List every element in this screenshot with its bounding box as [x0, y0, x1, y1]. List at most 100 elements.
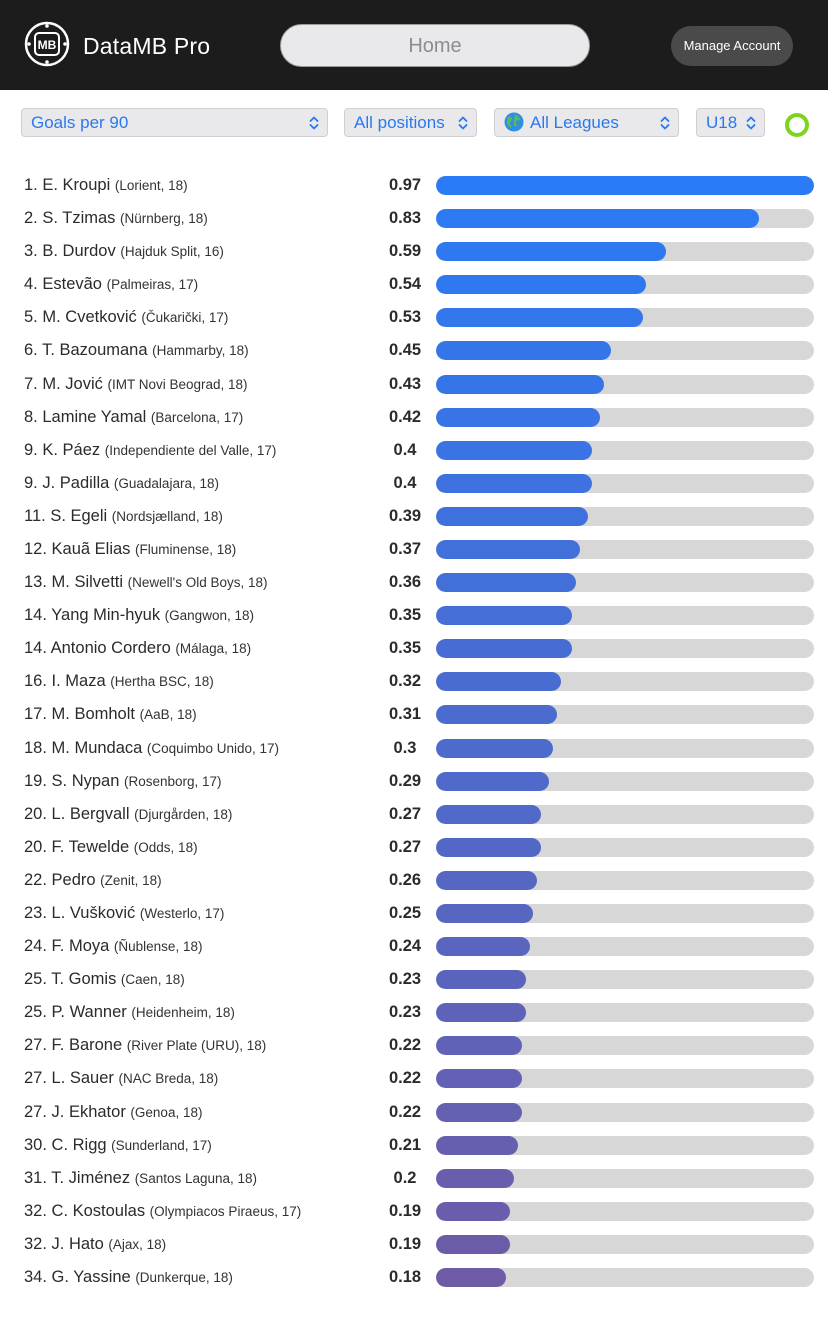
player-row[interactable]: 16. I. Maza (Hertha BSC, 18) 0.32 — [0, 665, 828, 698]
bar-track — [436, 970, 814, 990]
bar-track — [436, 1003, 814, 1023]
data-label: 0.22 — [388, 1069, 422, 1088]
player-row[interactable]: 20. L. Bergvall (Djurgården, 18) 0.27 — [0, 798, 828, 831]
home-button[interactable]: Home — [280, 24, 590, 67]
data-label: 0.27 — [388, 804, 422, 823]
player-row[interactable]: 1. E. Kroupi (Lorient, 18) 0.97 — [0, 169, 828, 202]
player-name: 23. L. Vušković (Westerlo, 17) — [24, 901, 224, 926]
player-rank: 8. — [24, 407, 38, 426]
player-rank: 25. — [24, 970, 47, 989]
data-label: 0.29 — [388, 771, 422, 790]
player-row[interactable]: 14. Antonio Cordero (Málaga, 18) 0.35 — [0, 632, 828, 665]
player-club: (Hammarby, 18) — [152, 343, 249, 359]
data-label: 0.25 — [388, 903, 422, 922]
player-row[interactable]: 19. S. Nypan (Rosenborg, 17) 0.29 — [0, 765, 828, 798]
bar-track — [436, 1267, 814, 1287]
bar-track — [436, 870, 814, 890]
player-name-text: I. Maza — [51, 672, 106, 691]
bar-track — [436, 341, 814, 361]
player-club: (Ñublense, 18) — [113, 939, 203, 955]
bar — [436, 1102, 522, 1122]
player-row[interactable]: 7. M. Jović (IMT Novi Beograd, 18) 0.43 — [0, 368, 828, 401]
player-club: (Odds, 18) — [133, 839, 198, 855]
player-row[interactable]: 27. J. Ekhator (Genoa, 18) 0.22 — [0, 1096, 828, 1129]
player-name: 32. J. Hato (Ajax, 18) — [24, 1232, 166, 1257]
player-club: (Olympiacos Piraeus, 17) — [149, 1203, 302, 1219]
player-club: (Hertha BSC, 18) — [110, 674, 214, 690]
player-row[interactable]: 9. K. Páez (Independiente del Valle, 17)… — [0, 434, 828, 467]
player-row[interactable]: 32. J. Hato (Ajax, 18) 0.19 — [0, 1228, 828, 1261]
player-rank: 22. — [24, 870, 47, 889]
player-row[interactable]: 34. G. Yassine (Dunkerque, 18) 0.18 — [0, 1261, 828, 1294]
player-row[interactable]: 8. Lamine Yamal (Barcelona, 17) 0.42 — [0, 401, 828, 434]
player-name-text: J. Padilla — [42, 473, 110, 492]
player-row[interactable]: 14. Yang Min-hyuk (Gangwon, 18) 0.35 — [0, 599, 828, 632]
player-row[interactable]: 9. J. Padilla (Guadalajara, 18) 0.4 — [0, 467, 828, 500]
player-name-text: S. Tzimas — [42, 209, 116, 228]
player-row[interactable]: 2. S. Tzimas (Nürnberg, 18) 0.83 — [0, 202, 828, 235]
data-label: 0.23 — [388, 1003, 422, 1022]
player-name-text: Antonio Cordero — [50, 639, 171, 658]
player-club: (Gangwon, 18) — [164, 608, 254, 624]
player-club: (Caen, 18) — [120, 972, 185, 988]
player-name: 18. M. Mundaca (Coquimbo Unido, 17) — [24, 736, 279, 761]
age-select[interactable]: U18 — [696, 108, 765, 137]
player-rank: 11. — [24, 506, 46, 525]
bar — [436, 1234, 511, 1254]
player-name-text: F. Barone — [51, 1036, 123, 1055]
player-row[interactable]: 17. M. Bomholt (AaB, 18) 0.31 — [0, 698, 828, 731]
age-select-value: U18 — [706, 113, 738, 132]
data-label: 0.59 — [388, 242, 422, 261]
bar-track — [436, 506, 814, 526]
bar — [436, 1267, 507, 1287]
player-name: 34. G. Yassine (Dunkerque, 18) — [24, 1265, 233, 1290]
bar-track — [436, 606, 814, 626]
metric-select[interactable]: Goals per 90 — [21, 108, 328, 137]
player-row[interactable]: 6. T. Bazoumana (Hammarby, 18) 0.45 — [0, 334, 828, 367]
player-club: (Coquimbo Unido, 17) — [146, 740, 279, 756]
player-row[interactable]: 27. F. Barone (River Plate (URU), 18) 0.2… — [0, 1029, 828, 1062]
player-row[interactable]: 18. M. Mundaca (Coquimbo Unido, 17) 0.3 — [0, 732, 828, 765]
player-row[interactable]: 5. M. Cvetković (Čukarički, 17) 0.53 — [0, 301, 828, 334]
player-row[interactable]: 12. Kauã Elias (Fluminense, 18) 0.37 — [0, 533, 828, 566]
player-name: 32. C. Kostoulas (Olympiacos Piraeus, 17… — [24, 1199, 301, 1224]
player-name-text: L. Bergvall — [51, 804, 130, 823]
player-row[interactable]: 20. F. Tewelde (Odds, 18) 0.27 — [0, 831, 828, 864]
bar — [436, 970, 526, 990]
player-row[interactable]: 3. B. Durdov (Hajduk Split, 16) 0.59 — [0, 235, 828, 268]
player-rank: 31. — [24, 1168, 47, 1187]
player-row[interactable]: 25. P. Wanner (Heidenheim, 18) 0.23 — [0, 996, 828, 1029]
player-name: 8. Lamine Yamal (Barcelona, 17) — [24, 405, 243, 430]
player-row[interactable]: 27. L. Sauer (NAC Breda, 18) 0.22 — [0, 1062, 828, 1095]
player-name-text: K. Páez — [42, 440, 101, 459]
player-row[interactable]: 30. C. Rigg (Sunderland, 17) 0.21 — [0, 1129, 828, 1162]
data-label: 0.24 — [388, 937, 422, 956]
bar — [436, 606, 573, 626]
player-name: 6. T. Bazoumana (Hammarby, 18) — [24, 338, 249, 363]
bar-track — [436, 1135, 814, 1155]
bar — [436, 539, 581, 559]
data-label: 0.19 — [388, 1201, 422, 1220]
player-row[interactable]: 4. Estevão (Palmeiras, 17) 0.54 — [0, 268, 828, 301]
player-club: (Nordsjælland, 18) — [111, 508, 223, 524]
player-row[interactable]: 31. T. Jiménez (Santos Laguna, 18) 0.2 — [0, 1162, 828, 1195]
player-row[interactable]: 24. F. Moya (Ñublense, 18) 0.24 — [0, 930, 828, 963]
player-rank: 5. — [24, 308, 38, 327]
bar — [436, 275, 647, 295]
bar — [436, 837, 542, 857]
bar-track — [436, 639, 814, 659]
league-select[interactable]: All Leagues — [494, 108, 679, 137]
player-row[interactable]: 11. S. Egeli (Nordsjælland, 18) 0.39 — [0, 500, 828, 533]
player-club: (Ajax, 18) — [108, 1236, 167, 1252]
player-row[interactable]: 23. L. Vušković (Westerlo, 17) 0.25 — [0, 897, 828, 930]
player-row[interactable]: 32. C. Kostoulas (Olympiacos Piraeus, 17… — [0, 1195, 828, 1228]
player-rank: 7. — [24, 374, 38, 393]
player-club: (Westerlo, 17) — [139, 905, 225, 921]
player-row[interactable]: 22. Pedro (Zenit, 18) 0.26 — [0, 864, 828, 897]
player-row[interactable]: 25. T. Gomis (Caen, 18) 0.23 — [0, 963, 828, 996]
datamb-logo-icon[interactable]: MB — [24, 21, 70, 67]
player-row[interactable]: 13. M. Silvetti (Newell's Old Boys, 18) 0… — [0, 566, 828, 599]
position-select[interactable]: All positions — [344, 108, 477, 137]
manage-account-button[interactable]: Manage Account — [671, 26, 793, 66]
player-club: (Heidenheim, 18) — [131, 1005, 235, 1021]
